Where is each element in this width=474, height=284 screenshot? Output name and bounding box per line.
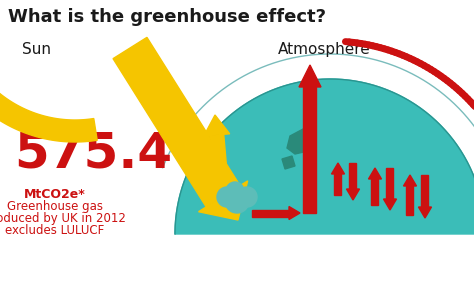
Polygon shape — [204, 115, 230, 136]
Polygon shape — [175, 79, 474, 234]
Polygon shape — [199, 181, 248, 220]
Text: MtCO2e*: MtCO2e* — [24, 188, 86, 201]
Text: Greenhouse gas: Greenhouse gas — [7, 200, 103, 213]
Polygon shape — [299, 65, 321, 87]
Polygon shape — [289, 206, 300, 220]
Text: excludes LULUCF: excludes LULUCF — [5, 224, 105, 237]
Polygon shape — [421, 175, 428, 207]
Polygon shape — [349, 163, 356, 189]
Polygon shape — [303, 87, 317, 213]
Polygon shape — [252, 210, 289, 216]
Polygon shape — [368, 168, 382, 179]
Polygon shape — [407, 186, 413, 215]
Polygon shape — [0, 37, 97, 142]
Circle shape — [217, 187, 237, 207]
Text: Atmosphere: Atmosphere — [278, 42, 371, 57]
Polygon shape — [372, 179, 379, 205]
Polygon shape — [113, 37, 240, 207]
Polygon shape — [403, 175, 417, 186]
Polygon shape — [386, 168, 393, 199]
Polygon shape — [331, 163, 345, 174]
Text: Sun: Sun — [22, 42, 51, 57]
Circle shape — [225, 189, 249, 213]
Polygon shape — [282, 156, 295, 169]
Text: What is the greenhouse effect?: What is the greenhouse effect? — [8, 8, 326, 26]
Circle shape — [226, 182, 244, 200]
Text: 575.4: 575.4 — [14, 130, 172, 178]
Polygon shape — [210, 134, 229, 196]
Polygon shape — [287, 128, 314, 154]
Polygon shape — [335, 174, 341, 195]
Polygon shape — [419, 207, 431, 218]
Polygon shape — [346, 189, 359, 200]
Text: produced by UK in 2012: produced by UK in 2012 — [0, 212, 126, 225]
Circle shape — [237, 187, 257, 207]
Polygon shape — [383, 199, 396, 210]
